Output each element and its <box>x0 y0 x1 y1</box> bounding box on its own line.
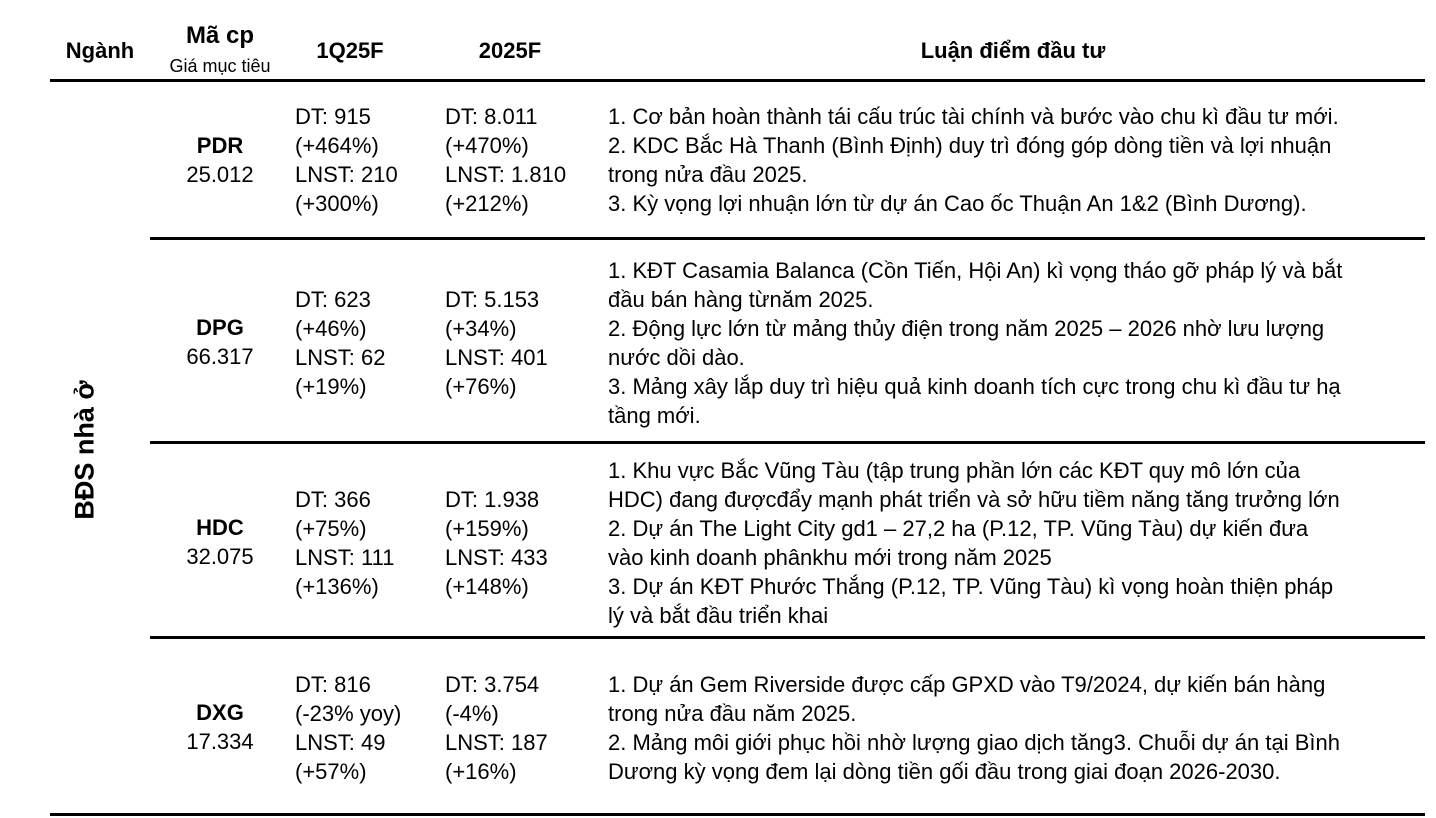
q1-line: (+57%) <box>295 759 367 784</box>
thesis-line: 1. KĐT Casamia Balanca (Cồn Tiến, Hội An… <box>608 258 1343 283</box>
table-row-ticker: DXG 17.334 <box>150 698 290 756</box>
table-bottom-border <box>50 813 1425 816</box>
thesis-line: tầng mới. <box>608 403 701 428</box>
fy-line: DT: 3.754 <box>445 672 540 697</box>
fy-line: (+159%) <box>445 516 529 541</box>
fy-line: (+212%) <box>445 191 529 216</box>
fy-line: LNST: 433 <box>445 545 548 570</box>
header-sector: Ngành <box>65 38 135 63</box>
ticker-symbol: DPG <box>196 315 244 340</box>
thesis-line: 2. Động lực lớn từ mảng thủy điện trong … <box>608 316 1325 341</box>
q1-line: LNST: 49 <box>295 730 386 755</box>
target-price: 32.075 <box>186 544 254 569</box>
investment-thesis: 1. Dự án Gem Riverside được cấp GPXD vào… <box>608 670 1340 786</box>
fy-forecast: DT: 8.011 (+470%) LNST: 1.810 (+212%) <box>445 102 566 218</box>
q1-line: (+464%) <box>295 133 379 158</box>
fy-line: (+34%) <box>445 316 517 341</box>
q1-line: LNST: 62 <box>295 345 386 370</box>
target-price: 66.317 <box>186 344 254 369</box>
q1-line: DT: 816 <box>295 672 371 697</box>
thesis-line: Dương kỳ vọng đem lại dòng tiền gối đầu … <box>608 759 1281 784</box>
q1-line: LNST: 111 <box>295 545 395 570</box>
q1-forecast: DT: 915 (+464%) LNST: 210 (+300%) <box>295 102 398 218</box>
thesis-line: trong nửa đầu năm 2025. <box>608 701 857 726</box>
header-divider <box>50 79 1425 82</box>
fy-line: DT: 8.011 <box>445 104 538 129</box>
thesis-line: 3. Mảng xây lắp duy trì hiệu quả kinh do… <box>608 374 1341 399</box>
sector-label: BĐS nhà ở <box>69 380 100 520</box>
table-row-ticker: DPG 66.317 <box>150 313 290 371</box>
fy-forecast: DT: 3.754 (-4%) LNST: 187 (+16%) <box>445 670 548 786</box>
fy-line: (-4%) <box>445 701 499 726</box>
q1-line: (+46%) <box>295 316 367 341</box>
row-divider <box>150 237 1425 240</box>
q1-forecast: DT: 623 (+46%) LNST: 62 (+19%) <box>295 285 386 401</box>
fy-line: (+76%) <box>445 374 517 399</box>
fy-line: LNST: 401 <box>445 345 548 370</box>
q1-line: (-23% yoy) <box>295 701 402 726</box>
thesis-line: nước dồi dào. <box>608 345 745 370</box>
thesis-line: 2. KDC Bắc Hà Thanh (Bình Định) duy trì … <box>608 133 1332 158</box>
q1-line: (+19%) <box>295 374 367 399</box>
q1-line: LNST: 210 <box>295 162 398 187</box>
thesis-line: lý và bắt đầu triển khai <box>608 603 829 628</box>
table-row-ticker: HDC 32.075 <box>150 513 290 571</box>
thesis-line: 3. Kỳ vọng lợi nhuận lớn từ dự án Cao ốc… <box>608 191 1307 216</box>
fy-forecast: DT: 5.153 (+34%) LNST: 401 (+76%) <box>445 285 548 401</box>
thesis-line: 1. Cơ bản hoàn thành tái cấu trúc tài ch… <box>608 104 1339 129</box>
q1-forecast: DT: 366 (+75%) LNST: 111 (+136%) <box>295 485 394 601</box>
fy-line: LNST: 187 <box>445 730 548 755</box>
thesis-line: 2. Mảng môi giới phục hồi nhờ lượng giao… <box>608 730 1340 755</box>
thesis-line: 1. Khu vực Bắc Vũng Tàu (tập trung phần … <box>608 458 1301 483</box>
header-2025f: 2025F <box>478 38 542 63</box>
fy-line: (+470%) <box>445 133 529 158</box>
investment-thesis: 1. Khu vực Bắc Vũng Tàu (tập trung phần … <box>608 456 1340 630</box>
thesis-line: vào kinh doanh phânkhu mới trong năm 202… <box>608 545 1052 570</box>
thesis-line: 1. Dự án Gem Riverside được cấp GPXD vào… <box>608 672 1326 697</box>
ticker-symbol: HDC <box>196 515 244 540</box>
ticker-symbol: DXG <box>196 700 244 725</box>
fy-line: (+16%) <box>445 759 517 784</box>
table-row-ticker: PDR 25.012 <box>150 131 290 189</box>
thesis-line: 3. Dự án KĐT Phước Thắng (P.12, TP. Vũng… <box>608 574 1334 599</box>
row-divider <box>150 636 1425 639</box>
row-divider <box>150 441 1425 444</box>
q1-line: DT: 623 <box>295 287 371 312</box>
thesis-line: trong nửa đầu 2025. <box>608 162 808 187</box>
fy-line: LNST: 1.810 <box>445 162 567 187</box>
header-thesis: Luận điểm đầu tư <box>920 38 1106 63</box>
fy-line: (+148%) <box>445 574 529 599</box>
fy-forecast: DT: 1.938 (+159%) LNST: 433 (+148%) <box>445 485 548 601</box>
target-price: 25.012 <box>186 162 254 187</box>
thesis-line: HDC) đang đượcđẩy mạnh phát triển và sở … <box>608 487 1340 512</box>
q1-line: (+136%) <box>295 574 379 599</box>
q1-line: DT: 915 <box>295 104 371 129</box>
q1-line: DT: 366 <box>295 487 371 512</box>
thesis-line: 2. Dự án The Light City gd1 – 27,2 ha (P… <box>608 516 1309 541</box>
thesis-line: đầu bán hàng từnăm 2025. <box>608 287 874 312</box>
fy-line: DT: 1.938 <box>445 487 540 512</box>
header-target-price: Giá mục tiêu <box>169 56 271 76</box>
q1-line: (+300%) <box>295 191 379 216</box>
ticker-symbol: PDR <box>196 133 244 158</box>
investment-thesis: 1. Cơ bản hoàn thành tái cấu trúc tài ch… <box>608 102 1339 218</box>
investment-thesis: 1. KĐT Casamia Balanca (Cồn Tiến, Hội An… <box>608 256 1342 430</box>
fy-line: DT: 5.153 <box>445 287 540 312</box>
q1-forecast: DT: 816 (-23% yoy) LNST: 49 (+57%) <box>295 670 401 786</box>
header-ticker: Mã cp <box>185 22 254 49</box>
header-1q25f: 1Q25F <box>316 38 384 63</box>
q1-line: (+75%) <box>295 516 367 541</box>
target-price: 17.334 <box>186 729 254 754</box>
